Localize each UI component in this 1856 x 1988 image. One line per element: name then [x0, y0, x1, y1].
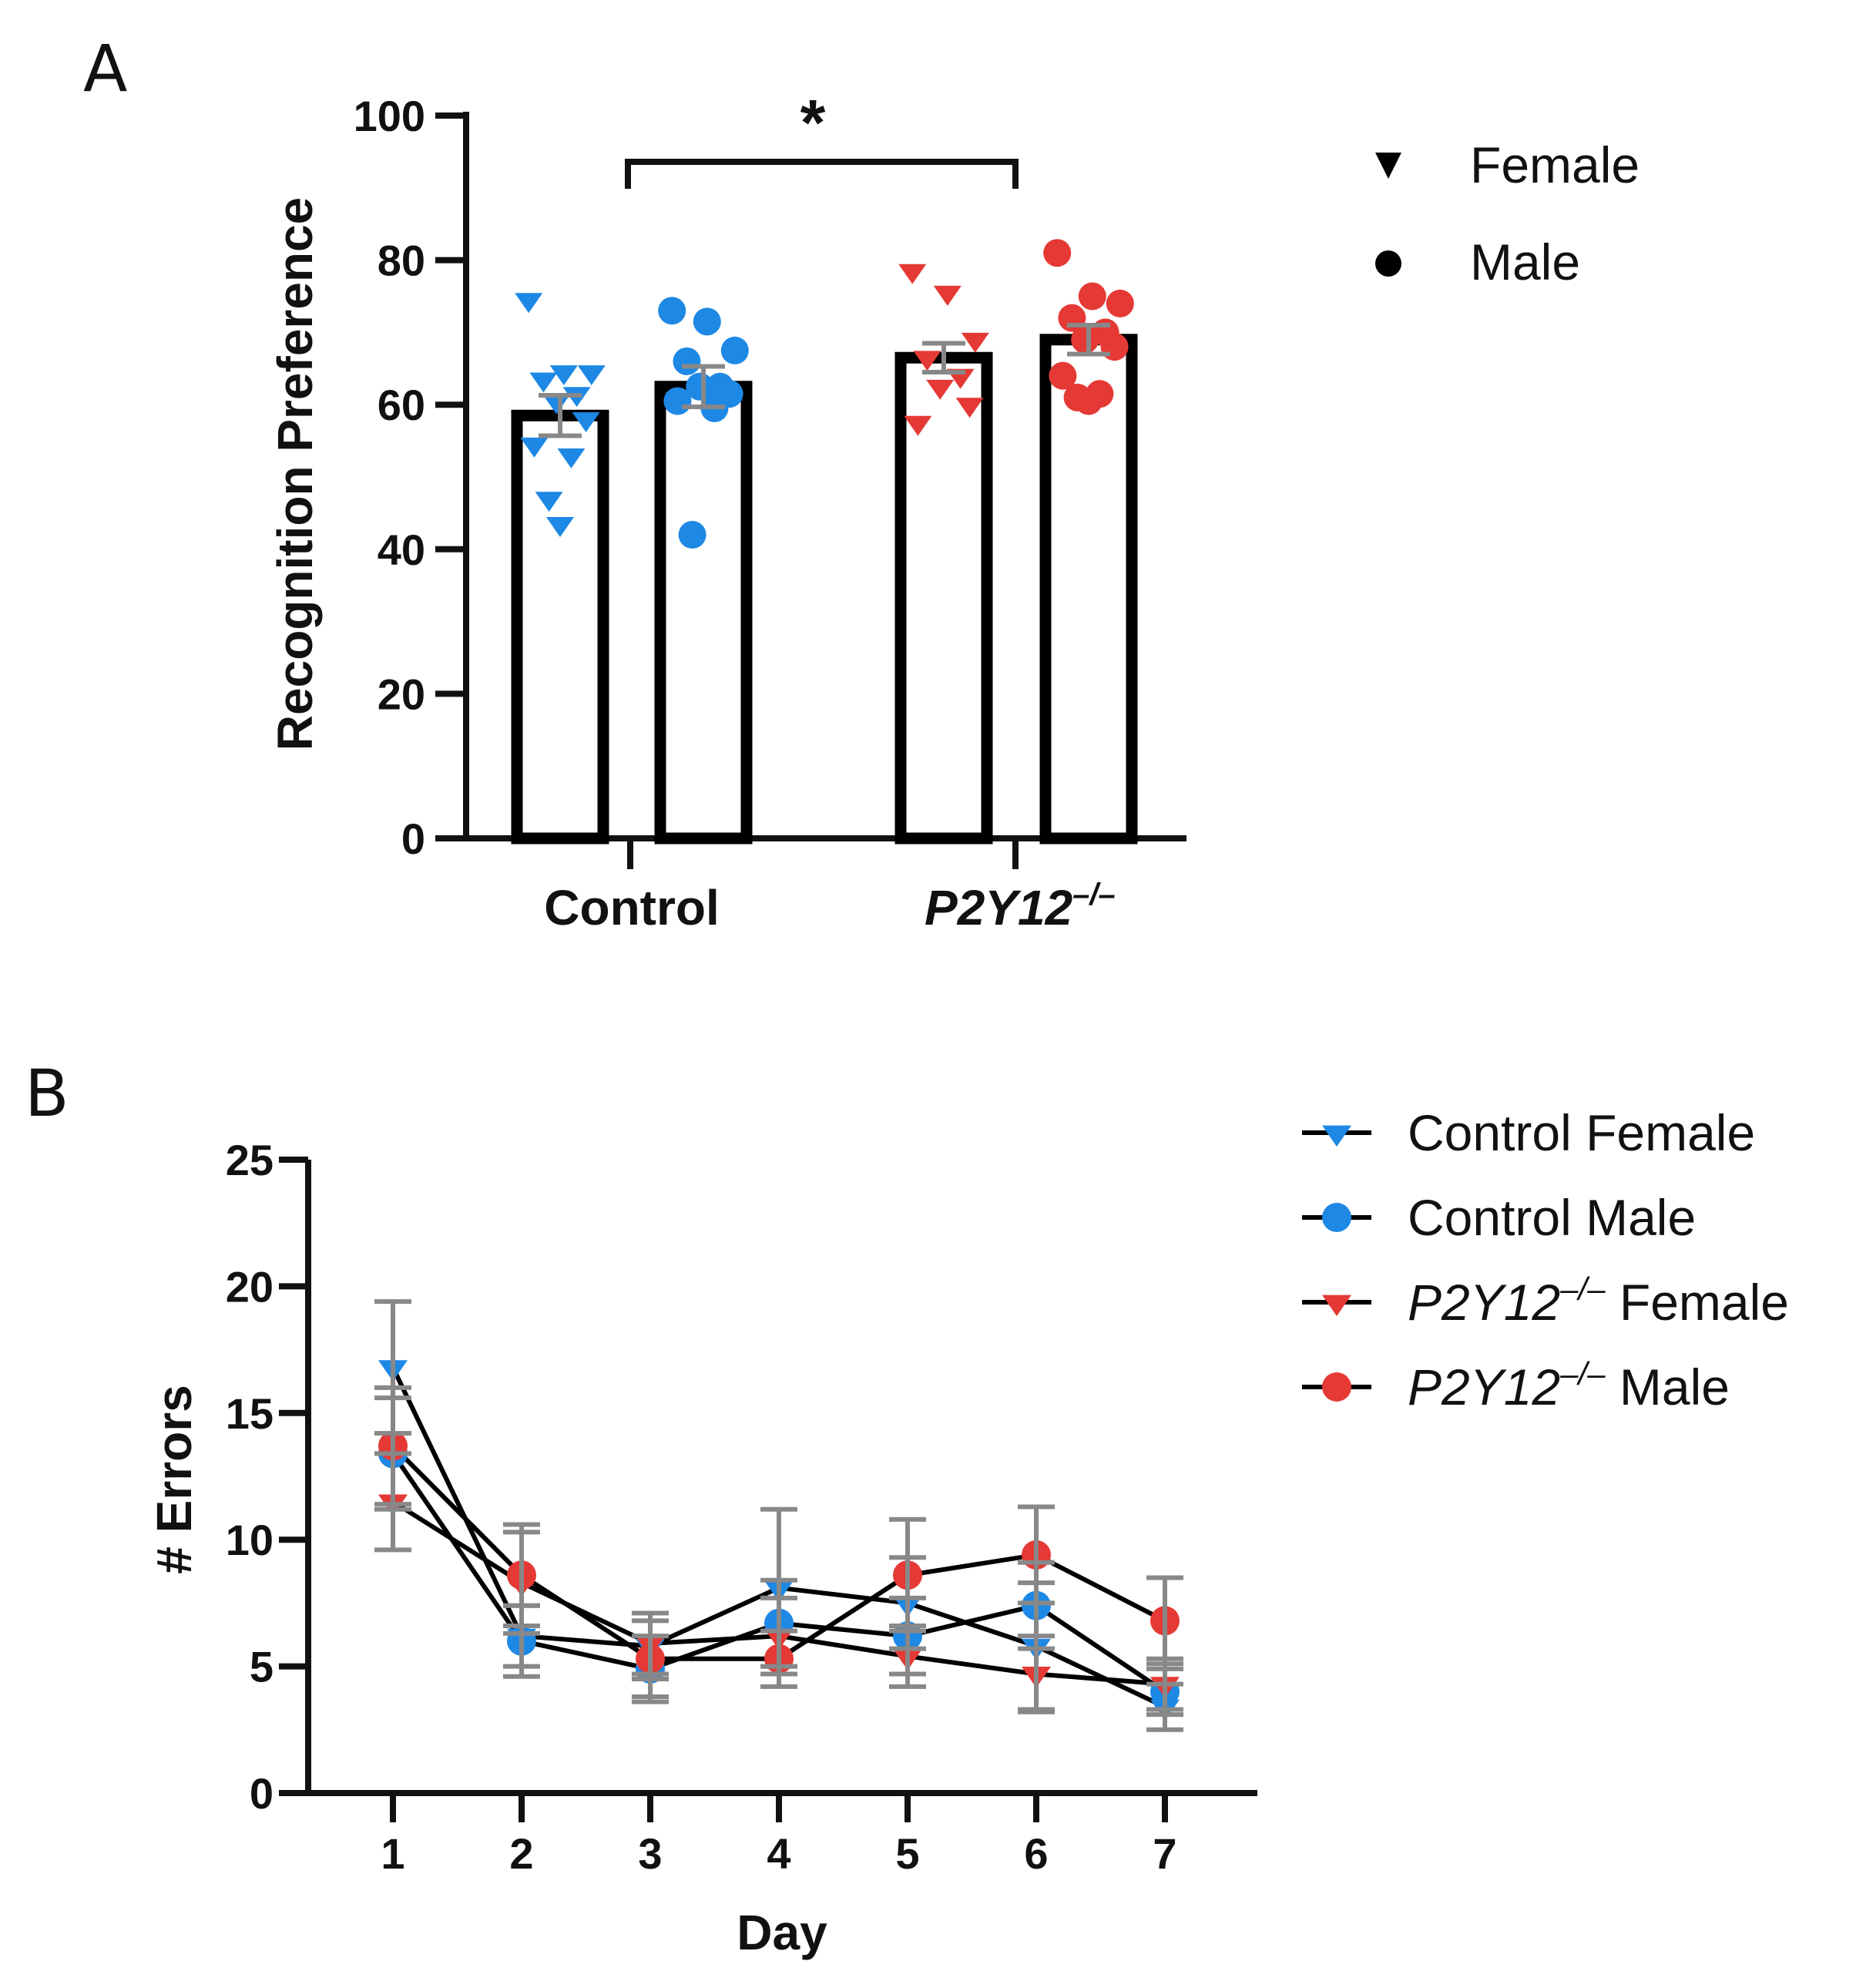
data-point-circle: [1075, 387, 1103, 415]
legend-label: P2Y12–/– Male: [1408, 1355, 1730, 1415]
significance-star: *: [800, 86, 826, 159]
legend-label-italic: P2Y12: [1408, 1358, 1560, 1415]
data-point-triangle: [557, 448, 586, 468]
data-point-triangle: [961, 332, 989, 353]
x-tick-label: 4: [767, 1829, 790, 1878]
panel-a-bars: [511, 239, 1138, 845]
data-point-circle: [693, 307, 721, 336]
y-tick-label: 60: [378, 381, 425, 429]
data-point-triangle: [572, 412, 600, 432]
data-point-triangle: [515, 293, 543, 314]
x-tick-label: 5: [895, 1829, 919, 1878]
y-tick-label: 40: [378, 526, 425, 574]
data-point-circle: [1049, 361, 1077, 390]
x-tick-label: 3: [638, 1829, 662, 1878]
legend-label-sup: –/–: [1559, 1355, 1606, 1392]
legend-circle-icon: [1322, 1372, 1351, 1402]
y-tick-label: 10: [226, 1516, 274, 1564]
x-tick-label: 6: [1024, 1829, 1048, 1878]
data-point-circle: [686, 372, 714, 401]
legend-label-rest: Male: [1606, 1358, 1730, 1415]
panel-b-y-ticks: 0 5 10 15 20 25: [226, 1136, 308, 1818]
legend-female-triangle-icon: [1375, 153, 1401, 179]
y-tick-label: 100: [354, 92, 425, 140]
legend-label-main: Control Male: [1408, 1189, 1696, 1246]
legend-male-circle-icon: [1375, 250, 1401, 277]
data-point-triangle: [926, 379, 955, 400]
legend-triangle-icon: [1322, 1125, 1351, 1147]
bar-control-female: [511, 409, 609, 845]
legend-female: Female: [1375, 136, 1640, 193]
x-tick-label: 7: [1153, 1829, 1176, 1878]
legend-item: Control Male: [1302, 1189, 1696, 1246]
legend-item: P2Y12–/– Male: [1302, 1355, 1730, 1415]
data-point-triangle: [933, 285, 962, 306]
panel-b-y-axis-title: # Errors: [146, 1385, 202, 1573]
data-point-triangle: [535, 492, 563, 512]
data-point-circle: [720, 336, 749, 364]
legend-label: P2Y12–/– Female: [1408, 1271, 1789, 1331]
data-point-triangle: [913, 351, 941, 371]
data-point-circle: [663, 387, 692, 415]
data-point-triangle: [549, 365, 578, 385]
panel-b-series: [374, 1299, 1183, 1732]
bar-p2y12-female: [894, 351, 993, 845]
data-point-triangle: [955, 398, 984, 418]
panel-b-x-axis-title: Day: [737, 1905, 827, 1960]
panel-a-y-axis-title: Recognition Preference: [267, 197, 323, 751]
legend-circle-icon: [1322, 1203, 1351, 1232]
y-tick-label: 5: [250, 1643, 274, 1691]
data-point-circle: [1106, 289, 1134, 317]
data-point-triangle: [542, 394, 571, 415]
data-point-triangle: [898, 264, 927, 284]
legend-label: Control Female: [1408, 1104, 1755, 1161]
panel-b-x-ticks: 1 2 3 4 5 6 7: [381, 1793, 1177, 1878]
panel-a-letter: A: [83, 31, 127, 106]
legend-label-sup: –/–: [1559, 1271, 1606, 1307]
panel-a-group-label-p2y12: P2Y12–/–: [925, 878, 1116, 935]
bar-control-male: [654, 381, 753, 845]
panel-b-line-chart: B 0 5 10 15 20 25 1 2 3 4 5 6 7 # Errors Day Contro…: [25, 1056, 1789, 1960]
data-point-triangle: [529, 372, 558, 393]
legend-male-label: Male: [1470, 233, 1580, 290]
legend-female-label: Female: [1470, 136, 1640, 193]
panel-a-legend: Female Male: [1375, 136, 1640, 290]
y-tick-label: 25: [226, 1136, 274, 1184]
data-point-circle: [673, 347, 701, 375]
data-point-circle: [1043, 239, 1072, 267]
panel-b-letter: B: [25, 1056, 69, 1131]
y-tick-label: 15: [226, 1389, 274, 1438]
y-tick-label: 80: [378, 237, 425, 285]
data-point-triangle: [520, 437, 549, 458]
x-tick-label: 1: [381, 1829, 404, 1878]
data-point-circle: [658, 297, 686, 325]
legend-label: Control Male: [1408, 1189, 1696, 1246]
legend-label-italic: P2Y12: [1408, 1274, 1560, 1331]
panel-a-group-label-control: Control: [544, 880, 720, 935]
y-tick-label: 0: [401, 814, 425, 863]
legend-triangle-icon: [1322, 1295, 1351, 1316]
legend-label-rest: Female: [1606, 1274, 1789, 1331]
y-tick-label: 20: [378, 670, 425, 718]
legend-label-main: Control Female: [1408, 1104, 1755, 1161]
data-point-circle: [678, 521, 706, 549]
y-tick-label: 20: [226, 1262, 274, 1311]
x-tick-label: 2: [509, 1829, 533, 1878]
legend-item: Control Female: [1302, 1104, 1755, 1161]
data-point-triangle: [904, 415, 932, 436]
data-point-circle: [1071, 325, 1099, 354]
data-point-triangle: [577, 365, 606, 385]
legend-item: P2Y12–/– Female: [1302, 1271, 1789, 1331]
panel-a-y-ticks: 0 20 40 60 80 100: [354, 92, 466, 863]
panel-a-bar-chart: A 0 20 40 60 80 100 Recognition Preference Co…: [83, 31, 1640, 935]
significance-bracket: [625, 159, 1019, 189]
data-point-circle: [1100, 333, 1129, 361]
legend-male: Male: [1375, 233, 1580, 290]
data-point-circle: [1078, 282, 1106, 311]
y-tick-label: 0: [250, 1769, 274, 1818]
data-point-triangle: [546, 517, 574, 537]
